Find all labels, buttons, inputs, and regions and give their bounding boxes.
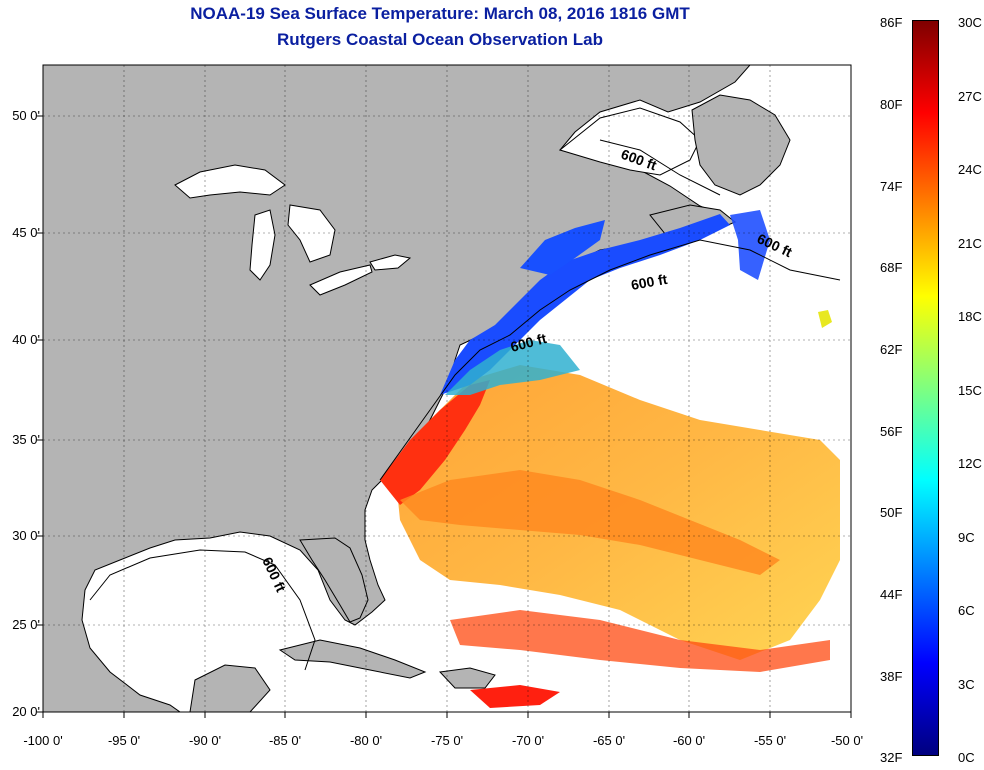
lake-michigan	[249, 209, 276, 281]
colorbar-label-21c: 21C	[958, 236, 982, 251]
cuba-land	[278, 639, 427, 679]
colorbar-label-86f: 86F	[880, 15, 903, 30]
colorbar-label-0c: 0C	[958, 750, 975, 765]
sst-south-red-2	[470, 685, 560, 708]
colorbar-label-80f: 80F	[880, 97, 903, 112]
colorbar-label-44f: 44F	[880, 587, 903, 602]
colorbar-label-50f: 50F	[880, 505, 903, 520]
lon-label-85: -85 0'	[268, 733, 302, 748]
lon-label-100: -100 0'	[23, 733, 63, 748]
lake-superior	[174, 164, 286, 199]
lat-label-40: 40 0'	[12, 332, 40, 347]
sst-southern-red	[450, 610, 830, 672]
lon-label-95: -95 0'	[107, 733, 141, 748]
gulf-of-st-lawrence	[558, 107, 701, 176]
isobath-line-east	[379, 239, 841, 481]
colorbar-label-24c: 24C	[958, 162, 982, 177]
colorbar-label-38f: 38F	[880, 669, 903, 684]
map-subtitle: Rutgers Coastal Ocean Observation Lab	[277, 30, 603, 49]
colorbar-label-15c: 15C	[958, 383, 982, 398]
lon-label-90: -90 0'	[188, 733, 222, 748]
colorbar-label-56f: 56F	[880, 424, 903, 439]
lat-label-45: 45 0'	[12, 225, 40, 240]
isobath-label-3: 600 ft	[630, 271, 669, 293]
ticks	[37, 115, 852, 718]
lon-label-50: -50 0'	[830, 733, 864, 748]
colorbar-label-62f: 62F	[880, 342, 903, 357]
sst-gulf-stream	[380, 380, 490, 505]
lat-label-20: 20 0'	[12, 704, 40, 719]
sst-cold-offshore	[730, 210, 770, 280]
map-title: NOAA-19 Sea Surface Temperature: March 0…	[190, 4, 690, 23]
lat-label-25: 25 0'	[12, 617, 40, 632]
sst-yellow-spot	[818, 310, 832, 328]
colorbar-label-68f: 68F	[880, 260, 903, 275]
lon-label-80: -80 0'	[349, 733, 383, 748]
sst-orange-band	[400, 470, 780, 575]
lake-erie	[309, 264, 373, 296]
colorbar-label-18c: 18C	[958, 309, 982, 324]
lat-label-50: 50 0'	[12, 108, 40, 123]
colorbar-label-32f: 32F	[880, 750, 903, 765]
yucatan-land	[189, 664, 271, 712]
lon-label-70: -70 0'	[511, 733, 545, 748]
temperature-colorbar	[912, 20, 939, 756]
colorbar-label-6c: 6C	[958, 603, 975, 618]
hispaniola-land	[438, 667, 496, 689]
lon-label-75: -75 0'	[430, 733, 464, 748]
colorbar-label-30c: 30C	[958, 15, 982, 30]
gulf-of-mexico	[92, 545, 320, 700]
lat-label-35: 35 0'	[12, 432, 40, 447]
isobath-line-gulf	[89, 549, 316, 671]
colorbar-label-9c: 9C	[958, 530, 975, 545]
colorbar-label-27c: 27C	[958, 89, 982, 104]
colorbar-label-3c: 3C	[958, 677, 975, 692]
sst-slope-cyan	[445, 340, 580, 395]
lake-ontario	[369, 254, 412, 271]
florida-land	[299, 537, 369, 623]
lon-label-55: -55 0'	[753, 733, 787, 748]
lat-label-30: 30 0'	[12, 528, 40, 543]
lon-label-60: -60 0'	[672, 733, 706, 748]
sst-gulf-of-maine	[520, 220, 605, 275]
isobath-line-north	[599, 139, 721, 196]
colorbar-label-12c: 12C	[958, 456, 982, 471]
lake-huron	[287, 204, 336, 263]
lon-label-65: -65 0'	[592, 733, 626, 748]
colorbar-label-74f: 74F	[880, 179, 903, 194]
